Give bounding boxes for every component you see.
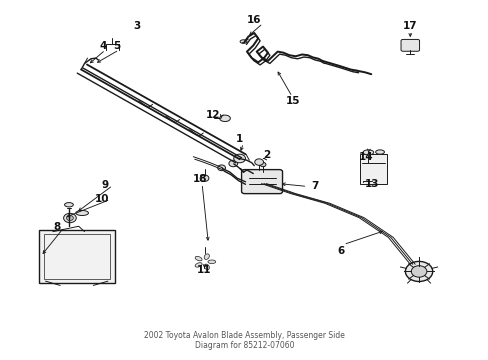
Text: 4: 4 [99, 41, 106, 50]
Ellipse shape [375, 150, 384, 154]
Text: 2002 Toyota Avalon Blade Assembly, Passenger Side
Diagram for 85212-07060: 2002 Toyota Avalon Blade Assembly, Passe… [144, 331, 344, 350]
Text: 16: 16 [246, 15, 261, 26]
Text: 8: 8 [53, 222, 61, 232]
Circle shape [405, 261, 432, 282]
Ellipse shape [76, 211, 88, 216]
Ellipse shape [195, 256, 202, 261]
Text: 9: 9 [102, 180, 109, 190]
Ellipse shape [195, 263, 202, 267]
Circle shape [63, 213, 76, 223]
FancyBboxPatch shape [359, 154, 386, 184]
Ellipse shape [207, 260, 215, 264]
Ellipse shape [204, 264, 209, 270]
Ellipse shape [64, 203, 73, 207]
Ellipse shape [250, 170, 277, 184]
Circle shape [228, 160, 237, 167]
FancyBboxPatch shape [400, 40, 419, 51]
Text: 13: 13 [364, 179, 379, 189]
Text: 2: 2 [262, 150, 269, 160]
Text: 7: 7 [311, 181, 318, 192]
Text: 5: 5 [113, 41, 120, 50]
Circle shape [66, 216, 73, 221]
Text: 17: 17 [402, 21, 417, 31]
Text: 11: 11 [197, 265, 211, 275]
Circle shape [200, 175, 208, 181]
Text: 18: 18 [192, 174, 206, 184]
Ellipse shape [240, 40, 246, 43]
Text: 1: 1 [236, 134, 243, 144]
Circle shape [260, 162, 265, 167]
Text: 15: 15 [285, 96, 300, 106]
Ellipse shape [362, 150, 373, 155]
Text: 14: 14 [358, 152, 373, 162]
Text: 6: 6 [337, 246, 344, 256]
Circle shape [233, 154, 245, 163]
Text: 10: 10 [94, 194, 109, 204]
FancyBboxPatch shape [241, 170, 282, 194]
Ellipse shape [219, 115, 230, 122]
FancyBboxPatch shape [39, 230, 115, 283]
Text: 12: 12 [205, 111, 220, 121]
Circle shape [410, 266, 426, 277]
Text: 3: 3 [133, 21, 141, 31]
Ellipse shape [204, 254, 209, 260]
Circle shape [217, 165, 225, 171]
Circle shape [254, 159, 263, 165]
